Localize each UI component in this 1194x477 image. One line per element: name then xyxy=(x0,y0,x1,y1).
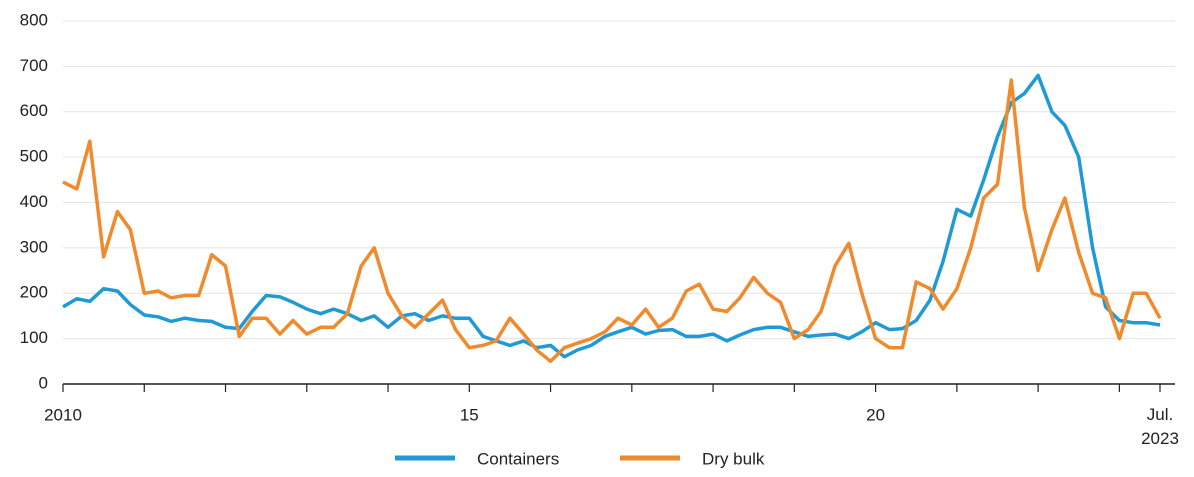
y-tick-label: 100 xyxy=(20,328,48,347)
series-line xyxy=(62,78,1162,364)
x-tick-label: 15 xyxy=(460,405,479,424)
legend-item: Dry bulk xyxy=(620,449,765,468)
x-tick-label: 2010 xyxy=(44,405,82,424)
y-tick-label: 700 xyxy=(20,56,48,75)
x-tick-label: 20 xyxy=(866,405,885,424)
y-tick-label: 500 xyxy=(20,147,48,166)
y-tick-label: 400 xyxy=(20,192,48,211)
legend-label: Dry bulk xyxy=(702,449,765,468)
y-tick-label: 800 xyxy=(20,10,48,29)
x-tick-label: Jul. 2023 xyxy=(1141,405,1179,448)
y-tick-label: 0 xyxy=(39,373,48,392)
y-tick-label: 600 xyxy=(20,101,48,120)
y-tick-label: 200 xyxy=(20,283,48,302)
legend-item: Containers xyxy=(395,449,559,468)
legend-label: Containers xyxy=(477,449,559,468)
y-tick-label: 300 xyxy=(20,237,48,256)
series-line xyxy=(62,73,1161,359)
